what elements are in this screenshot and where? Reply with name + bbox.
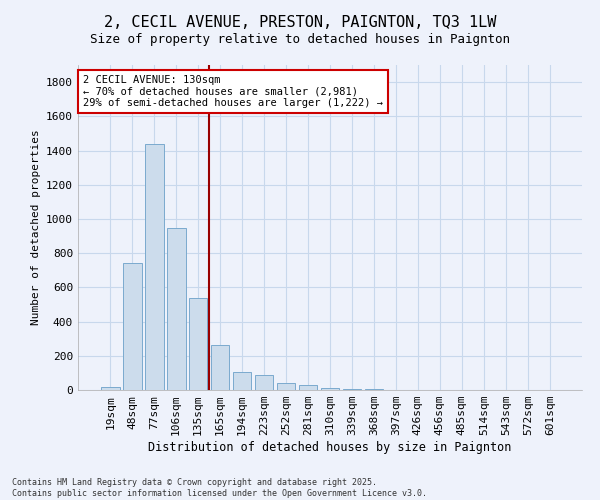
- Y-axis label: Number of detached properties: Number of detached properties: [31, 130, 41, 326]
- Bar: [343, 389, 361, 390]
- X-axis label: Distribution of detached houses by size in Paignton: Distribution of detached houses by size …: [148, 441, 512, 454]
- Bar: [255, 376, 274, 390]
- Bar: [189, 298, 208, 390]
- Bar: [233, 372, 251, 390]
- Bar: [277, 383, 295, 390]
- Bar: [101, 386, 119, 390]
- Bar: [167, 228, 185, 390]
- Text: 2 CECIL AVENUE: 130sqm
← 70% of detached houses are smaller (2,981)
29% of semi-: 2 CECIL AVENUE: 130sqm ← 70% of detached…: [83, 74, 383, 108]
- Text: Size of property relative to detached houses in Paignton: Size of property relative to detached ho…: [90, 32, 510, 46]
- Bar: [211, 344, 229, 390]
- Bar: [320, 388, 340, 390]
- Text: Contains HM Land Registry data © Crown copyright and database right 2025.
Contai: Contains HM Land Registry data © Crown c…: [12, 478, 427, 498]
- Bar: [123, 262, 142, 390]
- Bar: [299, 385, 317, 390]
- Text: 2, CECIL AVENUE, PRESTON, PAIGNTON, TQ3 1LW: 2, CECIL AVENUE, PRESTON, PAIGNTON, TQ3 …: [104, 15, 496, 30]
- Bar: [145, 144, 164, 390]
